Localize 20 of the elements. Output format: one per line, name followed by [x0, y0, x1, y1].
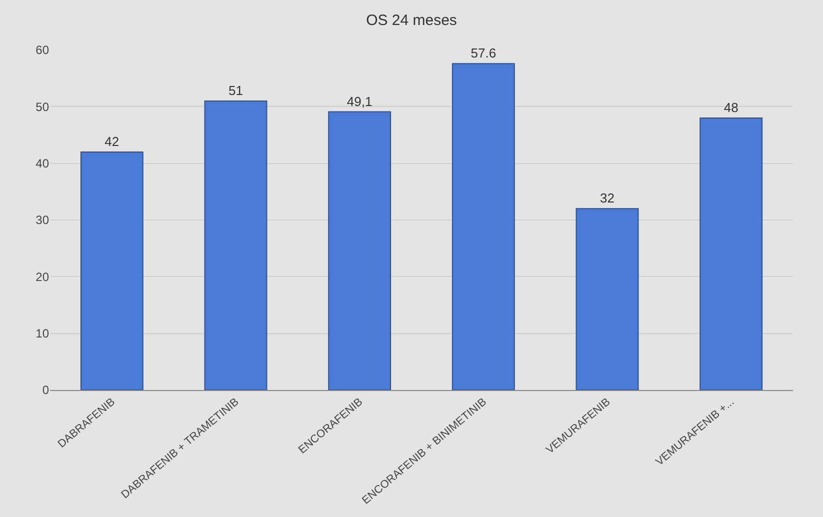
y-tick-label: 50 [36, 100, 50, 114]
data-label: 51 [228, 83, 243, 98]
y-tick-label: 60 [36, 43, 50, 58]
bar [452, 63, 515, 390]
data-label: 32 [600, 190, 614, 206]
y-tick-label: 40 [36, 156, 50, 171]
y-tick-label: 0 [42, 383, 50, 398]
bar [80, 152, 144, 390]
data-label: 49,1 [346, 94, 372, 109]
data-label: 48 [724, 100, 738, 115]
data-label: 42 [104, 134, 120, 149]
y-tick-label: 30 [36, 213, 50, 228]
y-tick-label: 20 [36, 270, 50, 284]
bar [328, 111, 392, 390]
data-label: 57.6 [470, 46, 496, 61]
bar [204, 100, 268, 390]
bar [700, 118, 763, 390]
y-tick-label: 10 [36, 326, 50, 341]
chart-title: OS 24 meses [366, 12, 457, 29]
bar [576, 208, 639, 390]
